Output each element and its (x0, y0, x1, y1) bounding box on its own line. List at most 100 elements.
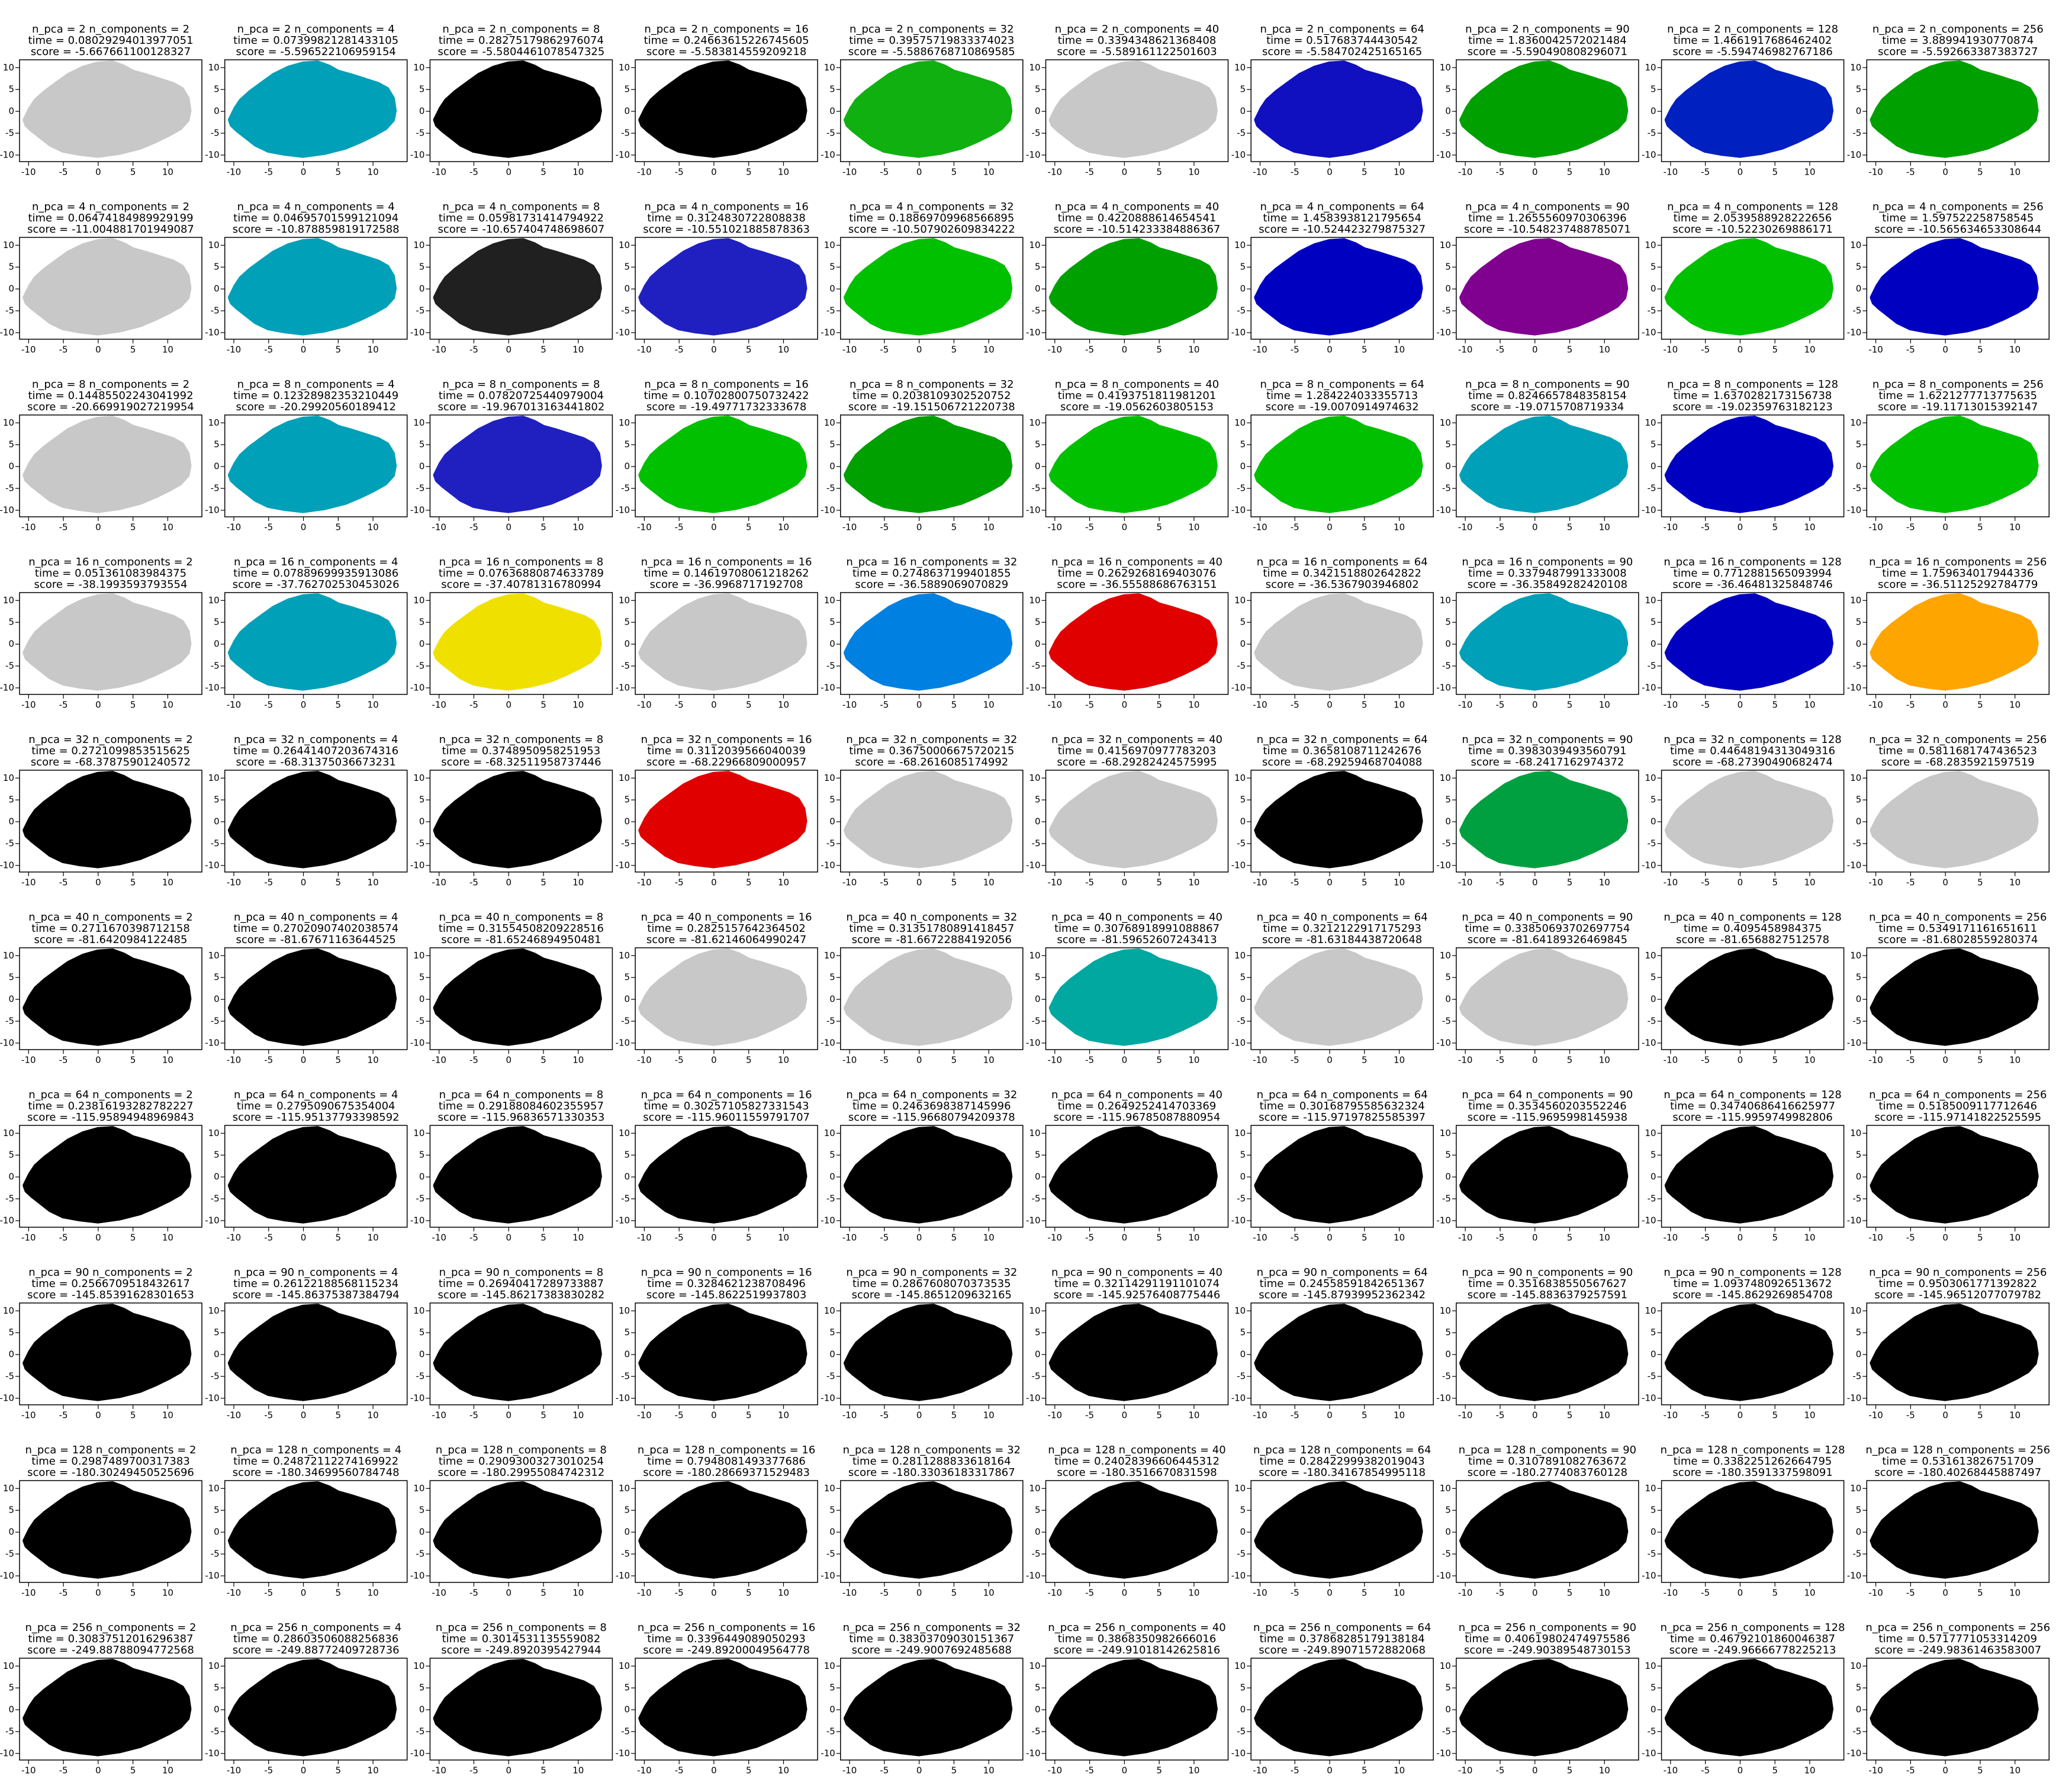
axes-frame (1661, 1480, 1845, 1583)
x-tick-label: 10 (1394, 522, 1405, 533)
y-tick-label: 10 (1029, 240, 1040, 250)
x-tick-label: -5 (264, 1055, 273, 1066)
x-tick-label: -5 (1291, 167, 1299, 178)
y-tick-label: 5 (1035, 972, 1041, 983)
x-tick-label: 0 (711, 522, 717, 533)
x-tick-label: -10 (1253, 1410, 1267, 1421)
x-tick-label: -5 (264, 1588, 273, 1598)
x-tick-label: 10 (162, 167, 173, 178)
x-tick-label: 5 (130, 877, 136, 888)
subplot-title: n_pca = 64 n_components = 256 (1869, 1089, 2047, 1101)
y-tick-label: 5 (1445, 262, 1451, 272)
x-tick-label: -10 (1664, 345, 1678, 355)
subplot-title: n_pca = 64 n_components = 32 (846, 1089, 1017, 1101)
y-tick-label: 5 (1035, 262, 1041, 272)
y-tick-label: 10 (208, 773, 220, 783)
y-tick-label: -5 (1442, 1371, 1451, 1382)
x-tick-label: 10 (1804, 1765, 1815, 1776)
subplot-title: n_pca = 64 n_components = 4 (234, 1089, 398, 1101)
y-tick-label: 0 (1240, 1527, 1246, 1537)
y-tick-label: -10 (1026, 860, 1041, 870)
x-tick-label: -5 (469, 1765, 478, 1776)
y-tick-label: -10 (0, 682, 14, 693)
subplot-title: n_pca = 8 n_components = 256 (1872, 378, 2044, 391)
x-tick-label: 5 (1362, 1410, 1368, 1421)
x-tick-label: 0 (301, 1055, 307, 1066)
x-tick-label: 5 (1977, 700, 1983, 710)
y-tick-label: -10 (0, 1037, 14, 1048)
x-tick-label: 0 (711, 167, 717, 178)
x-tick-label: 5 (1156, 1410, 1162, 1421)
x-tick-label: 10 (2009, 1410, 2020, 1421)
time-label: time = 0.07889699935913086 (233, 567, 398, 580)
time-label: time = 1.8360042572021484 (1468, 34, 1627, 47)
y-tick-label: -5 (1852, 1726, 1861, 1737)
x-tick-label: -5 (264, 1765, 273, 1776)
time-label: time = 0.3658108711242676 (1263, 745, 1421, 757)
y-tick-label: 10 (3, 62, 14, 73)
axes-frame (429, 1480, 613, 1583)
time-label: time = 0.3868350982666016 (1058, 1633, 1217, 1645)
axes-frame (1866, 947, 2050, 1050)
x-tick-label: -10 (21, 167, 36, 178)
x-tick-label: 5 (1567, 877, 1573, 888)
point-cloud (227, 1126, 397, 1224)
x-tick-label: -5 (880, 167, 889, 178)
y-tick-label: 0 (829, 639, 835, 649)
x-tick-label: -5 (59, 700, 68, 710)
subplot-title: n_pca = 2 n_components = 40 (1055, 23, 1220, 36)
y-tick-label: -5 (5, 1016, 14, 1027)
x-tick-label: 0 (1532, 1055, 1538, 1066)
y-tick-label: 10 (413, 1661, 424, 1671)
time-label: time = 0.18869709968566895 (849, 212, 1014, 224)
x-tick-label: -10 (842, 877, 857, 888)
y-tick-label: 0 (8, 284, 14, 294)
y-tick-label: -5 (1852, 838, 1861, 849)
x-tick-label: -5 (59, 877, 68, 888)
x-tick-label: -10 (842, 1233, 857, 1243)
x-tick-label: -5 (880, 1588, 889, 1598)
x-tick-label: 5 (540, 167, 546, 178)
score-label: score = -145.96512077079782 (1874, 1289, 2041, 1301)
y-tick-label: -5 (1648, 1193, 1656, 1204)
x-tick-label: 10 (983, 877, 995, 888)
y-tick-label: -10 (616, 504, 630, 515)
y-tick-label: 5 (214, 1505, 220, 1516)
point-cloud (1664, 593, 1833, 691)
axes-frame (1250, 59, 1434, 162)
x-tick-label: 0 (1532, 522, 1538, 533)
x-tick-label: -10 (842, 345, 857, 355)
x-tick-label: 10 (2009, 1765, 2020, 1776)
y-tick-label: 0 (8, 639, 14, 649)
y-tick-label: 0 (1035, 816, 1041, 827)
subplot-title: n_pca = 90 n_components = 40 (1051, 1266, 1222, 1279)
x-tick-label: -5 (469, 1233, 478, 1243)
x-tick-label: 10 (983, 1410, 995, 1421)
subplot-title: n_pca = 4 n_components = 4 (237, 201, 395, 213)
x-tick-label: 5 (1977, 877, 1983, 888)
subplot-title: n_pca = 16 n_components = 40 (1051, 556, 1222, 568)
subplot-title: n_pca = 90 n_components = 2 (28, 1266, 193, 1279)
axes-frame (840, 1125, 1024, 1228)
x-tick-label: -10 (1048, 1055, 1063, 1066)
x-tick-label: -5 (675, 877, 684, 888)
x-tick-label: 10 (162, 1410, 173, 1421)
x-tick-label: -10 (1664, 700, 1678, 710)
y-tick-label: -5 (1852, 1549, 1861, 1559)
point-cloud (433, 416, 602, 513)
x-tick-label: 0 (1532, 877, 1538, 888)
x-tick-label: 5 (1156, 1233, 1162, 1243)
y-tick-label: 5 (1856, 617, 1862, 628)
x-tick-label: 10 (778, 522, 789, 533)
score-label: score = -19.49771732333678 (646, 401, 806, 413)
x-tick-label: 10 (368, 1233, 379, 1243)
